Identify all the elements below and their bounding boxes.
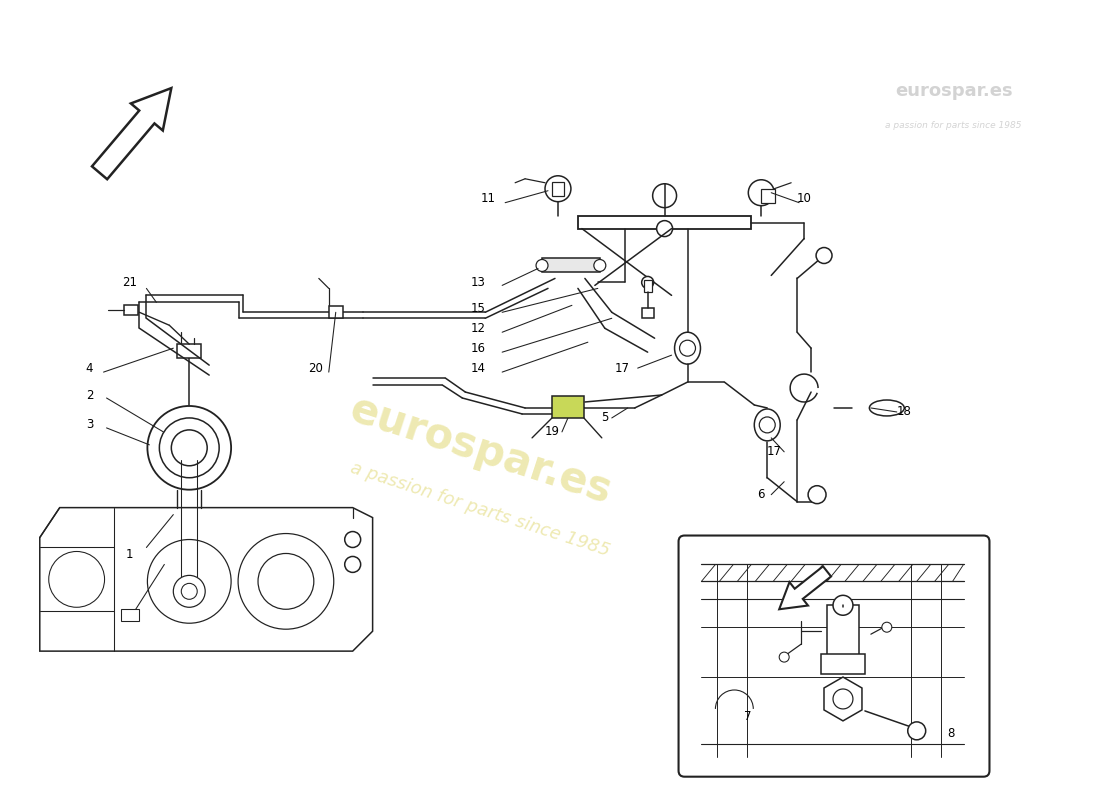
Circle shape: [344, 557, 361, 572]
Circle shape: [147, 539, 231, 623]
Circle shape: [174, 575, 206, 607]
Text: 17: 17: [614, 362, 629, 374]
Bar: [177, 344, 201, 358]
Text: eurospar.es: eurospar.es: [344, 388, 617, 512]
Circle shape: [344, 531, 361, 547]
Circle shape: [182, 583, 197, 599]
Circle shape: [779, 652, 789, 662]
Text: 12: 12: [471, 322, 486, 334]
Bar: [124, 306, 139, 315]
Bar: [821, 654, 865, 674]
Polygon shape: [40, 508, 373, 651]
Ellipse shape: [674, 332, 701, 364]
Circle shape: [833, 595, 853, 615]
Circle shape: [544, 176, 571, 202]
Text: 16: 16: [471, 342, 486, 354]
Text: 13: 13: [471, 276, 486, 289]
Bar: [641, 308, 653, 318]
Bar: [578, 216, 751, 229]
Bar: [121, 610, 140, 622]
Text: 3: 3: [86, 418, 94, 431]
FancyBboxPatch shape: [679, 535, 990, 777]
Text: 14: 14: [471, 362, 486, 374]
Bar: [329, 306, 343, 318]
FancyArrow shape: [779, 566, 832, 610]
Circle shape: [816, 247, 832, 263]
Circle shape: [908, 722, 926, 740]
Circle shape: [833, 689, 853, 709]
Text: 8: 8: [947, 727, 955, 740]
Circle shape: [680, 340, 695, 356]
Text: 19: 19: [544, 426, 560, 438]
Bar: [761, 189, 776, 202]
Text: 15: 15: [471, 302, 486, 315]
Ellipse shape: [869, 400, 904, 416]
Circle shape: [258, 554, 314, 610]
Bar: [827, 606, 859, 657]
Circle shape: [657, 221, 672, 237]
Bar: [552, 396, 584, 418]
Text: 7: 7: [744, 710, 751, 723]
Circle shape: [147, 406, 231, 490]
Text: 17: 17: [767, 446, 782, 458]
Text: 18: 18: [896, 406, 911, 418]
Text: 2: 2: [86, 389, 94, 402]
Circle shape: [641, 277, 653, 288]
Text: a passion for parts since 1985: a passion for parts since 1985: [886, 122, 1022, 130]
Text: 5: 5: [601, 411, 608, 425]
Circle shape: [882, 622, 892, 632]
Circle shape: [536, 259, 548, 271]
Circle shape: [48, 551, 104, 607]
Text: 1: 1: [125, 548, 133, 561]
Circle shape: [808, 486, 826, 504]
Text: 4: 4: [86, 362, 94, 374]
Bar: [644, 281, 651, 292]
Circle shape: [594, 259, 606, 271]
Circle shape: [238, 534, 333, 630]
Text: a passion for parts since 1985: a passion for parts since 1985: [349, 459, 613, 560]
Text: 6: 6: [758, 488, 764, 501]
Text: 21: 21: [122, 276, 138, 289]
Text: 11: 11: [481, 192, 496, 206]
Bar: [542, 258, 600, 273]
Circle shape: [172, 430, 207, 466]
Circle shape: [748, 180, 774, 206]
Bar: [552, 182, 564, 196]
Circle shape: [759, 417, 775, 433]
Text: eurospar.es: eurospar.es: [894, 82, 1012, 100]
Circle shape: [652, 184, 676, 208]
Text: 20: 20: [308, 362, 323, 374]
Text: 10: 10: [796, 192, 812, 206]
Ellipse shape: [755, 409, 780, 441]
Polygon shape: [824, 677, 862, 721]
Circle shape: [160, 418, 219, 478]
FancyArrow shape: [92, 88, 172, 179]
